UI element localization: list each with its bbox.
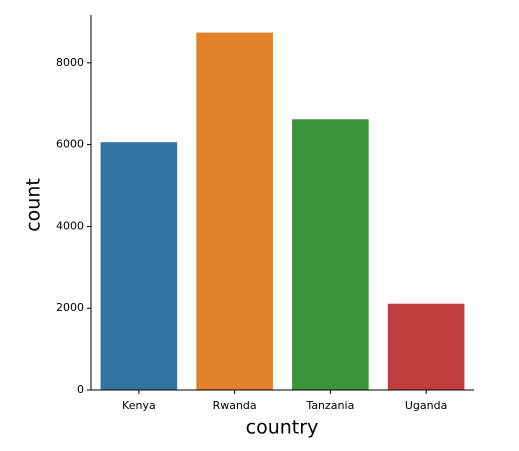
y-tick-label: 4000 bbox=[56, 219, 84, 232]
y-tick-label: 2000 bbox=[56, 301, 84, 314]
y-tick-label: 0 bbox=[77, 383, 84, 396]
bar bbox=[196, 32, 273, 391]
x-tick-label: Rwanda bbox=[213, 399, 257, 412]
y-tick-label: 6000 bbox=[56, 138, 84, 151]
x-tick-label: Uganda bbox=[405, 399, 447, 412]
x-axis-label: country bbox=[246, 417, 319, 439]
y-axis-label: count bbox=[23, 178, 45, 232]
bar bbox=[100, 142, 178, 390]
bar bbox=[292, 119, 369, 390]
x-tick-label: Tanzania bbox=[305, 399, 354, 412]
y-tick-label: 8000 bbox=[56, 56, 84, 69]
x-tick-label: Kenya bbox=[122, 399, 156, 412]
bar bbox=[387, 303, 465, 390]
